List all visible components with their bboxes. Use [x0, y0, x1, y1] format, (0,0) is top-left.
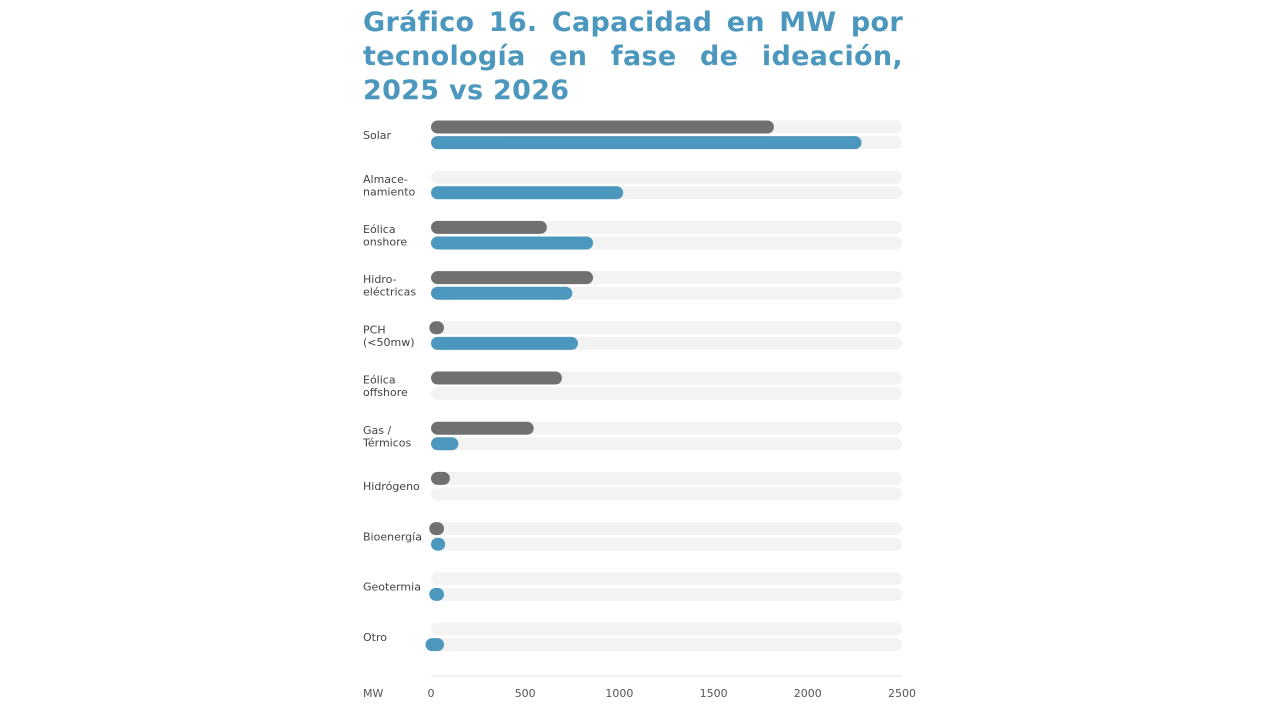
x-tick-label: 500 [515, 687, 536, 700]
category-label: Térmicos [362, 436, 411, 449]
category-label: Hidrógeno [363, 480, 420, 493]
x-tick-label: 2500 [888, 687, 916, 700]
category-label: namiento [363, 185, 416, 198]
x-tick-label: 1000 [605, 687, 633, 700]
x-axis-label: MW [363, 687, 383, 700]
category-label: Eólica [363, 374, 396, 387]
bars [425, 120, 862, 652]
category-labels: SolarAlmace-namientoEólicaonshoreHidro-e… [362, 129, 422, 644]
chart-title: Gráfico 16. Capacidad en MW por tecnolog… [363, 7, 903, 106]
category-label: Geotermia [363, 581, 421, 594]
x-axis-ticks: 0 500 1000 1500 2000 2500 [428, 687, 917, 700]
x-tick-label: 0 [428, 687, 435, 700]
category-label: Bioenergía [363, 530, 422, 543]
category-label: Solar [363, 129, 392, 142]
x-tick-label: 1500 [700, 687, 728, 700]
x-tick-label: 2000 [794, 687, 822, 700]
category-label: Otro [363, 631, 387, 644]
category-label: Gas / [363, 424, 391, 437]
category-label: (<50mw) [363, 336, 415, 349]
category-label: offshore [363, 386, 408, 399]
category-label: PCH [363, 323, 386, 336]
bar-tracks [431, 120, 902, 652]
category-label: Almace- [363, 173, 408, 186]
category-label: Hidro- [363, 273, 397, 286]
category-label: Eólica [363, 223, 396, 236]
category-label: onshore [363, 236, 407, 249]
category-label: eléctricas [363, 286, 416, 299]
